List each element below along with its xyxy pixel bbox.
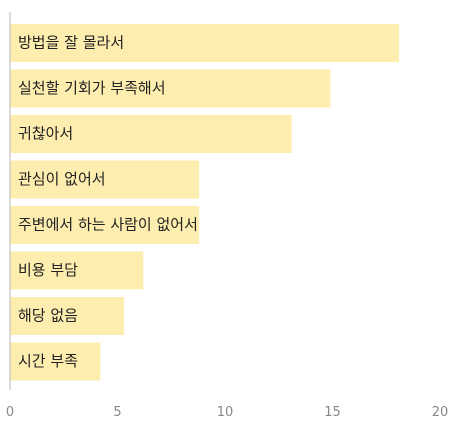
bars-group [10,24,400,381]
bar-2 [10,69,331,108]
bar-6 [10,251,144,290]
category-label-4: 관심이 없어서 [18,170,106,188]
bar-5 [10,206,200,244]
category-label-7: 해당 없음 [18,307,78,325]
category-label-2: 실천할 기회가 부족해서 [18,79,166,97]
x-tick-label-15: 15 [324,405,341,420]
x-tick-labels-group: 0 5 10 15 20 [6,405,448,420]
x-tick-label-5: 5 [113,405,121,420]
bar-3 [10,115,292,153]
bar-1 [10,24,400,62]
category-label-8: 시간 부족 [18,352,78,370]
category-label-1: 방법을 잘 몰라서 [18,34,124,52]
bar-7 [10,297,124,335]
category-label-3: 귀찮아서 [18,125,73,143]
x-tick-label-10: 10 [217,405,234,420]
category-label-6: 비용 부담 [18,261,78,279]
x-tick-label-0: 0 [6,405,14,420]
x-tick-label-20: 20 [432,405,449,420]
category-label-5: 주변에서 하는 사람이 없어서 [18,216,198,234]
bar-8 [10,342,101,381]
bar-4 [10,160,200,199]
